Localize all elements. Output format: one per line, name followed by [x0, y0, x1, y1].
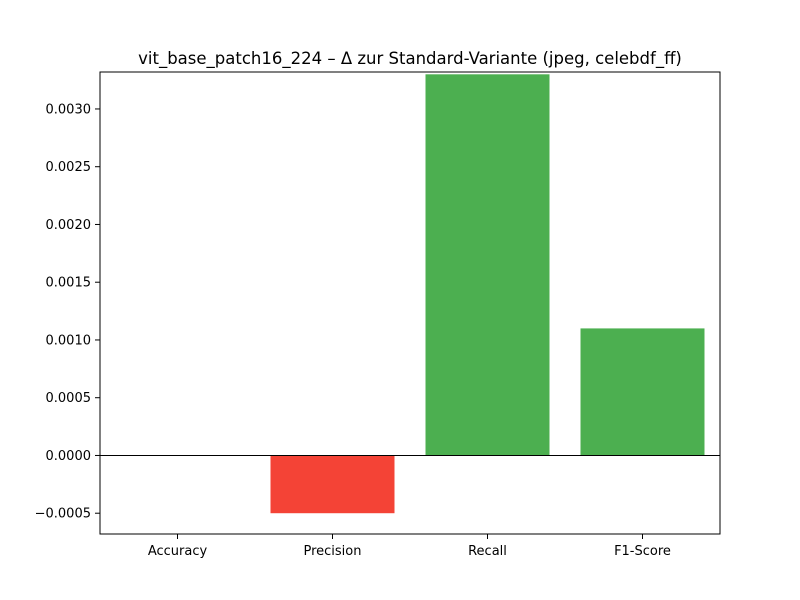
y-tick-label: 0.0010 — [46, 333, 92, 348]
chart-title: vit_base_patch16_224 – Δ zur Standard-Va… — [138, 49, 682, 69]
bar-precision — [270, 455, 395, 514]
y-tick-label: 0.0015 — [46, 276, 92, 291]
x-tick-label: Accuracy — [148, 544, 208, 559]
y-tick-label: 0.0000 — [46, 449, 92, 464]
plot-frame — [99, 71, 721, 535]
y-axis: −0.0005 0.0000 0.0005 0.0010 0.0015 0.0020 0.0… — [35, 102, 100, 522]
x-axis: Accuracy Precision Recall F1-Score — [148, 534, 671, 559]
bars-group — [100, 74, 720, 514]
bar-recall — [425, 74, 550, 456]
y-tick-label: 0.0020 — [46, 218, 92, 233]
y-tick-label: 0.0025 — [46, 160, 92, 175]
x-tick-label: Recall — [468, 544, 507, 559]
x-tick-label: Precision — [303, 544, 361, 559]
y-tick-label: 0.0030 — [46, 102, 92, 117]
bar-f1-score — [580, 328, 705, 456]
y-tick-label: 0.0005 — [46, 391, 92, 406]
y-tick-label: −0.0005 — [35, 507, 91, 522]
x-tick-label: F1-Score — [614, 544, 671, 559]
